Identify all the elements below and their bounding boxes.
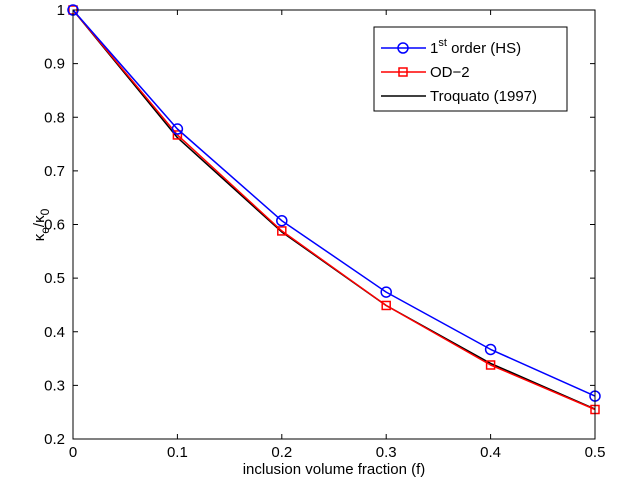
y-axis-label: κe/κ0 — [31, 208, 52, 241]
data-point — [485, 360, 496, 370]
data-point — [276, 214, 288, 227]
legend: 1st order (HS) OD−2 Troquato (1997) — [373, 26, 568, 112]
x-tick-label: 0.3 — [376, 444, 397, 461]
data-point — [381, 300, 391, 311]
legend-marker-hs — [397, 42, 409, 54]
x-tick-label: 0 — [69, 444, 77, 461]
data-point — [171, 123, 184, 135]
data-point — [277, 226, 287, 236]
y-tick-label: 0.7 — [44, 163, 65, 180]
y-tick-label: 0.4 — [44, 324, 65, 341]
data-point — [172, 130, 183, 140]
series-layer — [67, 4, 601, 415]
y-tick-label: 0.2 — [44, 431, 65, 448]
data-point — [484, 343, 497, 356]
x-tick-label: 0.1 — [167, 444, 188, 461]
y-tick-label: 0.5 — [44, 270, 65, 287]
legend-marker-od2 — [398, 67, 408, 77]
plot-frame — [72, 9, 596, 440]
y-tick-label: 0.8 — [44, 109, 65, 126]
data-point — [380, 286, 392, 298]
legend-box — [373, 26, 568, 112]
series-line — [72, 9, 596, 411]
axis-ticks: 0 0.1 0.2 0.3 0.4 0.5 0.2 0.3 0.4 0.5 0.6 0.7 0.8 0.9… — [44, 2, 605, 461]
y-tick-label: 1 — [57, 2, 65, 19]
y-tick-label: 0.9 — [44, 56, 65, 73]
x-axis-label: inclusion volume fraction (f) — [243, 461, 426, 478]
legend-label-od2: OD−2 — [430, 64, 470, 81]
x-tick-label: 0.4 — [480, 444, 501, 461]
x-tick-label: 0.2 — [271, 444, 292, 461]
legend-label-hs: 1st order (HS) — [430, 37, 521, 57]
y-tick-label: 0.6 — [44, 217, 65, 234]
series-0 — [67, 4, 601, 402]
x-tick-label: 0.5 — [585, 444, 606, 461]
y-tick-label: 0.3 — [44, 377, 65, 394]
series-line — [72, 9, 596, 397]
legend-label-troquato: Troquato (1997) — [430, 88, 537, 105]
